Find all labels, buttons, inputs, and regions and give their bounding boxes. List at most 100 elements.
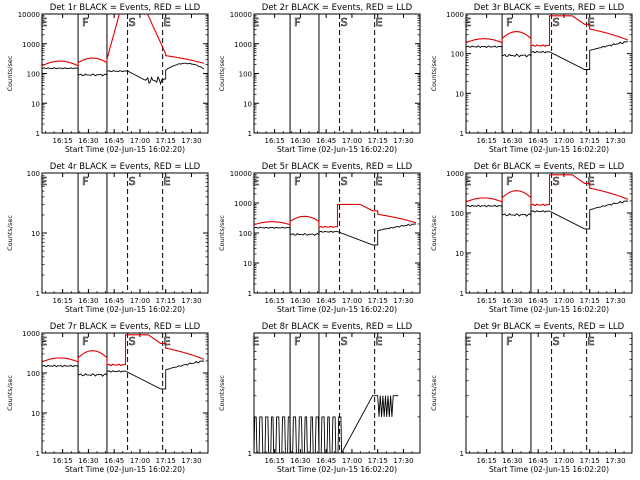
panel-det-4: Det 4r BLACK = Events, RED = LLD Counts/s… xyxy=(6,162,209,314)
event-marker-f: F xyxy=(82,175,88,188)
plot-frame xyxy=(465,332,633,454)
x-tick-label: 17:00 xyxy=(342,457,362,465)
x-tick-label: 17:15 xyxy=(156,457,176,465)
event-marker-s: S xyxy=(553,175,560,188)
y-axis-label: Counts/sec xyxy=(218,375,226,411)
events-series-line xyxy=(254,223,416,246)
panel-title: Det 3r BLACK = Events, RED = LLD xyxy=(474,3,625,13)
y-axis-label: Counts/sec xyxy=(6,215,14,251)
x-tick-label: 17:30 xyxy=(181,137,201,145)
y-tick-label: 1000 xyxy=(22,330,40,338)
y-tick-label: 10 xyxy=(31,410,40,418)
x-tick-label: 17:15 xyxy=(368,297,388,305)
x-tick-label: 17:00 xyxy=(130,457,150,465)
y-tick-label: 10 xyxy=(31,230,40,238)
y-axis-label: Counts/sec xyxy=(430,215,438,251)
y-tick-label: 1000 xyxy=(234,200,252,208)
x-tick-label: 16:45 xyxy=(528,457,548,465)
y-tick-label: 100 xyxy=(27,71,40,79)
x-tick-label: 16:45 xyxy=(104,137,124,145)
x-tick-label: 16:15 xyxy=(265,297,285,305)
event-marker-e: E xyxy=(376,16,383,29)
x-axis-label: Start Time (02-Jun-15 16:02:20) xyxy=(489,145,609,154)
y-tick-label: 1 xyxy=(460,290,464,298)
x-tick-label: 17:00 xyxy=(130,137,150,145)
y-tick-label: 10 xyxy=(455,250,464,258)
y-axis-label: Counts/sec xyxy=(6,55,14,91)
panel-title: Det 1r BLACK = Events, RED = LLD xyxy=(50,3,201,13)
x-tick-label: 17:00 xyxy=(554,137,574,145)
event-marker-e: E xyxy=(252,175,259,188)
y-tick-label: 1000 xyxy=(234,41,252,49)
y-tick-label: 1 xyxy=(36,450,40,458)
lld-series-line xyxy=(42,334,205,367)
y-tick-label: 100 xyxy=(451,210,464,218)
event-marker-f: F xyxy=(506,175,512,188)
x-tick-label: 16:30 xyxy=(502,137,522,145)
x-tick-label: 16:30 xyxy=(78,457,98,465)
y-tick-label: 10 xyxy=(31,100,40,108)
y-axis-label: Counts/sec xyxy=(218,215,226,251)
x-tick-label: 16:30 xyxy=(502,457,522,465)
x-tick-label: 17:15 xyxy=(580,297,600,305)
x-tick-label: 16:45 xyxy=(104,457,124,465)
panel-title: Det 2r BLACK = Events, RED = LLD xyxy=(262,3,413,13)
lld-series-line xyxy=(466,15,629,47)
x-tick-label: 17:30 xyxy=(181,457,201,465)
y-axis-label: Counts/sec xyxy=(430,375,438,411)
lld-series-line xyxy=(254,203,417,229)
panel-title: Det 9r BLACK = Events, RED = LLD xyxy=(474,322,625,332)
event-marker-s: S xyxy=(553,16,560,29)
x-tick-label: 16:30 xyxy=(78,137,98,145)
plot-frame xyxy=(41,13,209,134)
x-tick-label: 16:15 xyxy=(477,297,497,305)
plot-frame xyxy=(465,172,633,294)
event-marker-e: E xyxy=(40,16,47,29)
panel-det-2: Det 2r BLACK = Events, RED = LLD Counts/s… xyxy=(218,3,421,154)
x-axis-label: Start Time (02-Jun-15 16:02:20) xyxy=(489,305,609,314)
panel-det-8: Det 8r BLACK = Events, RED = LLD Counts/s… xyxy=(218,322,421,474)
event-marker-f: F xyxy=(506,16,512,29)
event-marker-e: E xyxy=(464,175,471,188)
y-tick-label: 100 xyxy=(27,370,40,378)
x-tick-label: 17:15 xyxy=(368,457,388,465)
x-tick-label: 17:00 xyxy=(342,297,362,305)
y-tick-label: 1000 xyxy=(446,170,464,178)
y-tick-label: 1 xyxy=(36,130,40,138)
y-tick-label: 1 xyxy=(36,290,40,298)
event-marker-e: E xyxy=(588,16,595,29)
y-tick-label: 100 xyxy=(239,71,252,79)
event-marker-f: F xyxy=(82,16,88,29)
y-tick-label: 10000 xyxy=(230,170,252,178)
event-marker-f: F xyxy=(294,16,300,29)
panel-det-3: Det 3r BLACK = Events, RED = LLD Counts/s… xyxy=(430,3,633,154)
events-series-line xyxy=(466,200,629,230)
x-tick-label: 16:15 xyxy=(265,137,285,145)
x-axis-label: Start Time (02-Jun-15 16:02:20) xyxy=(65,145,185,154)
x-tick-label: 17:30 xyxy=(605,457,625,465)
x-tick-label: 16:30 xyxy=(290,137,310,145)
event-marker-s: S xyxy=(341,335,348,348)
x-tick-label: 16:30 xyxy=(502,297,522,305)
y-tick-label: 1 xyxy=(248,130,252,138)
y-tick-label: 100 xyxy=(451,51,464,59)
y-axis-label: Counts/sec xyxy=(430,55,438,91)
x-tick-label: 17:15 xyxy=(368,137,388,145)
event-marker-e: E xyxy=(588,175,595,188)
x-tick-label: 17:30 xyxy=(181,297,201,305)
x-axis-label: Start Time (02-Jun-15 16:02:20) xyxy=(277,465,397,474)
event-marker-e: E xyxy=(252,335,259,348)
x-tick-label: 16:15 xyxy=(477,137,497,145)
x-tick-label: 17:00 xyxy=(130,297,150,305)
y-tick-label: 10 xyxy=(243,100,252,108)
x-tick-label: 16:30 xyxy=(78,297,98,305)
x-tick-label: 17:30 xyxy=(393,137,413,145)
events-series-line xyxy=(466,41,629,70)
y-axis-label: Counts/sec xyxy=(6,375,14,411)
event-marker-e: E xyxy=(252,16,259,29)
x-axis-label: Start Time (02-Jun-15 16:02:20) xyxy=(489,465,609,474)
panel-title: Det 8r BLACK = Events, RED = LLD xyxy=(262,322,413,332)
event-marker-s: S xyxy=(129,16,136,29)
x-tick-label: 17:15 xyxy=(580,137,600,145)
